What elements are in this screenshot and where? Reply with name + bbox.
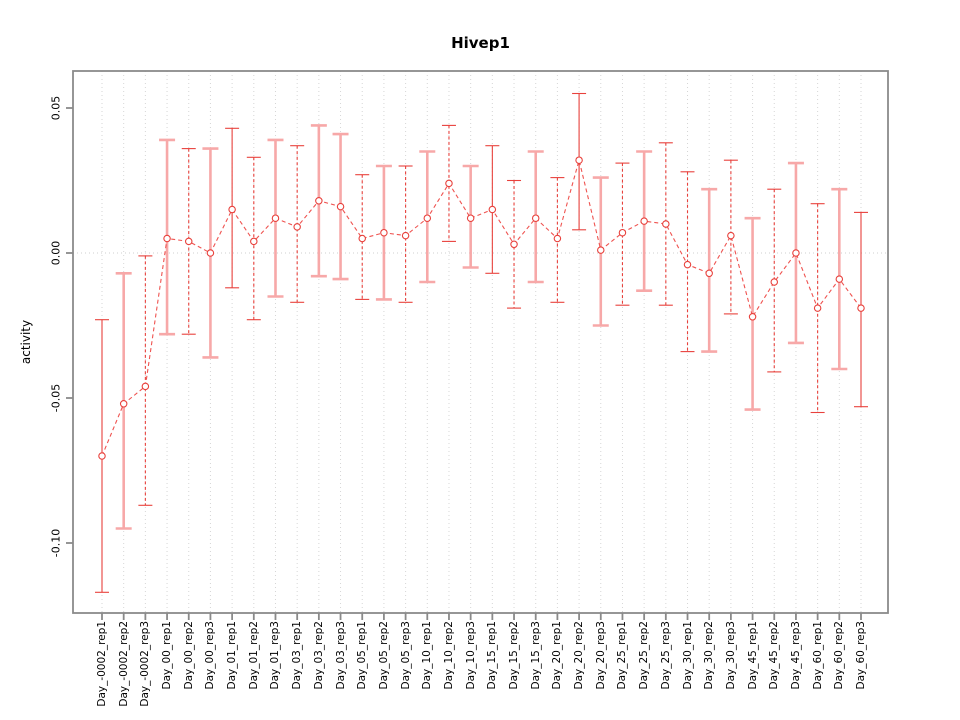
data-point-marker: [640, 217, 648, 225]
x-tick-label: Day_30_rep1: [681, 621, 694, 690]
data-point-marker: [835, 275, 844, 283]
x-tick-label: Day_45_rep3: [789, 621, 802, 690]
x-tick-label: Day_60_rep1: [811, 621, 824, 690]
x-tick-label: Day_20_rep1: [551, 621, 564, 690]
data-point-marker: [163, 234, 171, 243]
x-tick-label: Day_25_rep1: [616, 621, 629, 690]
data-point-marker: [250, 237, 258, 246]
data-point-marker: [228, 205, 236, 214]
data-point-marker: [857, 304, 865, 312]
data-point-marker: [510, 240, 518, 249]
x-tick-label: Day_00_rep3: [204, 621, 217, 690]
data-point-marker: [401, 231, 410, 240]
data-point-marker: [98, 452, 106, 460]
x-tick-label: Day_03_rep1: [291, 621, 304, 690]
x-tick-label: Day_30_rep3: [724, 621, 737, 690]
data-point-marker: [445, 179, 453, 188]
x-tick-label: Day_30_rep2: [703, 621, 716, 690]
data-point-marker: [380, 228, 388, 237]
x-tick-label: Day_-0002_rep2: [117, 621, 130, 707]
x-tick-label: Day_10_rep1: [421, 621, 434, 690]
data-point-marker: [466, 214, 475, 222]
plot-frame: [72, 70, 889, 614]
data-point-marker: [119, 400, 128, 408]
x-tick-label: Day_15_rep1: [486, 621, 499, 690]
data-point-marker: [423, 214, 432, 222]
x-tick-label: Day_00_rep1: [161, 621, 174, 690]
x-tick-label: Day_05_rep2: [377, 621, 390, 690]
y-tick-label: -0.10: [49, 528, 63, 558]
data-point-marker: [315, 197, 323, 205]
data-point-marker: [813, 304, 822, 312]
data-point-marker: [206, 249, 215, 257]
data-point-marker: [336, 202, 345, 211]
data-point-marker: [748, 313, 757, 321]
x-tick-label: Day_45_rep2: [768, 621, 781, 690]
x-tick-label: Day_15_rep2: [508, 621, 521, 690]
x-tick-label: Day_05_rep3: [399, 621, 412, 690]
x-tick-label: Day_01_rep3: [269, 621, 282, 690]
x-tick-label: Day_45_rep1: [746, 621, 759, 690]
data-point-marker: [141, 382, 150, 391]
x-tick-label: Day_60_rep2: [833, 621, 846, 690]
data-point-marker: [705, 269, 713, 278]
series-line: [101, 158, 862, 457]
chart-title: Hivep1: [451, 34, 510, 52]
data-point-marker: [575, 156, 583, 164]
data-point-marker: [770, 278, 779, 286]
data-point-marker: [358, 234, 366, 243]
x-tick-label: Day_20_rep3: [594, 621, 607, 690]
data-point-marker: [488, 205, 497, 214]
data-point-marker: [531, 214, 540, 222]
data-point-marker: [727, 231, 735, 240]
data-point-marker: [553, 234, 562, 243]
data-point-marker: [271, 214, 280, 222]
data-point-marker: [683, 260, 692, 269]
data-point-marker: [184, 237, 193, 246]
data-point-marker: [618, 228, 627, 237]
x-tick-label: Day_10_rep3: [464, 621, 477, 690]
x-tick-label: Day_15_rep3: [529, 621, 542, 690]
x-tick-label: Day_00_rep2: [182, 621, 195, 690]
data-point-marker: [662, 220, 670, 228]
data-point-marker: [792, 249, 800, 257]
x-tick-label: Day_05_rep1: [356, 621, 369, 690]
x-tick-label: Day_25_rep3: [659, 621, 672, 690]
x-tick-label: Day_-0002_rep3: [139, 621, 152, 707]
x-tick-label: Day_03_rep3: [334, 621, 347, 690]
x-tick-label: Day_03_rep2: [312, 621, 325, 690]
data-point-marker: [293, 223, 301, 231]
data-point-marker: [597, 246, 605, 254]
x-tick-label: Day_-0002_rep1: [96, 621, 108, 707]
x-tick-label: Day_10_rep2: [442, 621, 455, 690]
y-tick-label: 0.00: [49, 240, 63, 266]
x-tick-label: Day_20_rep2: [573, 621, 586, 690]
x-tick-label: Day_60_rep3: [854, 621, 867, 690]
x-tick-label: Day_25_rep2: [638, 621, 651, 690]
y-tick-label: 0.05: [49, 95, 63, 121]
x-tick-label: Day_01_rep1: [226, 621, 239, 690]
x-tick-label: Day_01_rep2: [247, 621, 260, 690]
y-tick-label: -0.05: [49, 383, 63, 413]
